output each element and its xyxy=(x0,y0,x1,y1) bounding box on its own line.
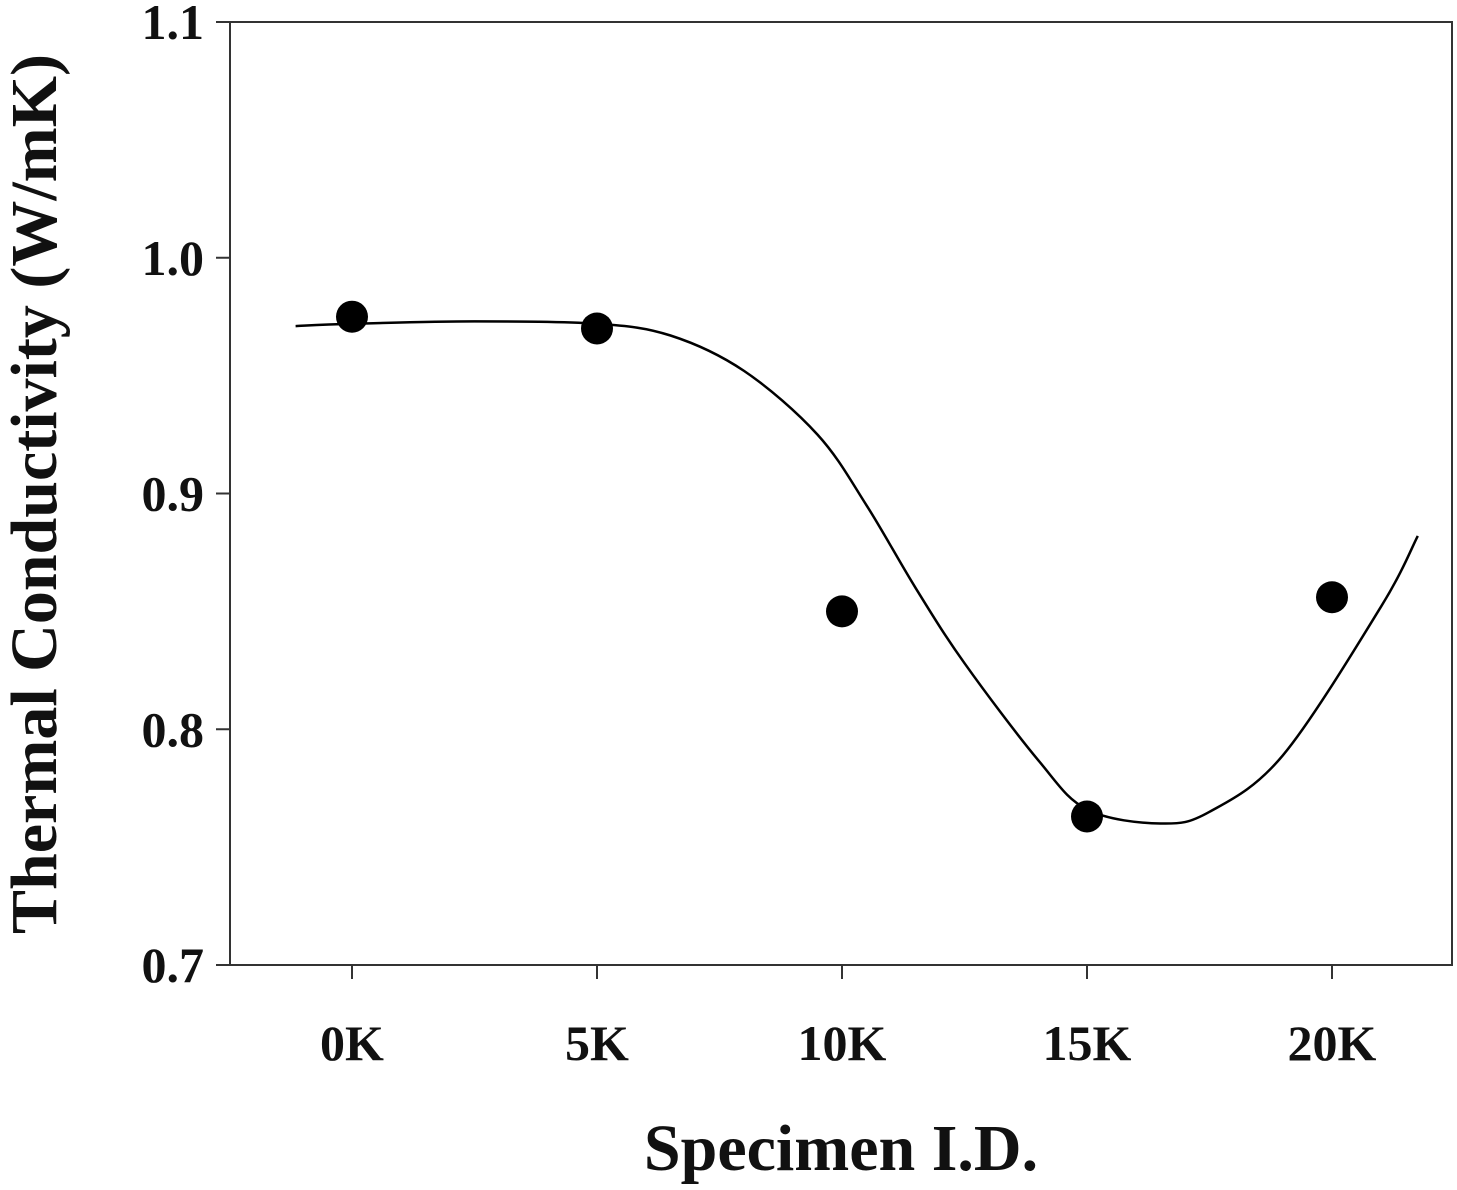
y-tick-label: 0.8 xyxy=(142,701,205,757)
data-point xyxy=(826,595,858,628)
data-point xyxy=(1316,581,1348,614)
data-point xyxy=(1071,800,1103,833)
x-axis-ticks: 0K 5K 10K 15K 20K xyxy=(320,965,1377,1071)
data-point xyxy=(581,312,613,345)
data-point xyxy=(336,300,368,333)
x-tick-label: 20K xyxy=(1288,1015,1377,1071)
x-axis-title: Specimen I.D. xyxy=(644,1112,1038,1185)
y-tick-label: 1.1 xyxy=(142,0,205,50)
fit-curve xyxy=(295,320,1419,825)
x-tick-label: 10K xyxy=(798,1015,887,1071)
data-points xyxy=(336,300,1348,833)
plot-frame xyxy=(229,21,1453,966)
y-tick-label: 1.0 xyxy=(142,230,205,286)
y-tick-label: 0.7 xyxy=(142,937,205,993)
y-tick-label: 0.9 xyxy=(142,466,205,522)
x-tick-label: 15K xyxy=(1043,1015,1132,1071)
x-tick-label: 0K xyxy=(320,1015,384,1071)
x-tick-label: 5K xyxy=(565,1015,629,1071)
y-axis-title: Thermal Conductivity (W/mK) xyxy=(0,54,71,934)
y-axis-ticks: 0.7 0.8 0.9 1.0 1.1 xyxy=(142,0,230,993)
